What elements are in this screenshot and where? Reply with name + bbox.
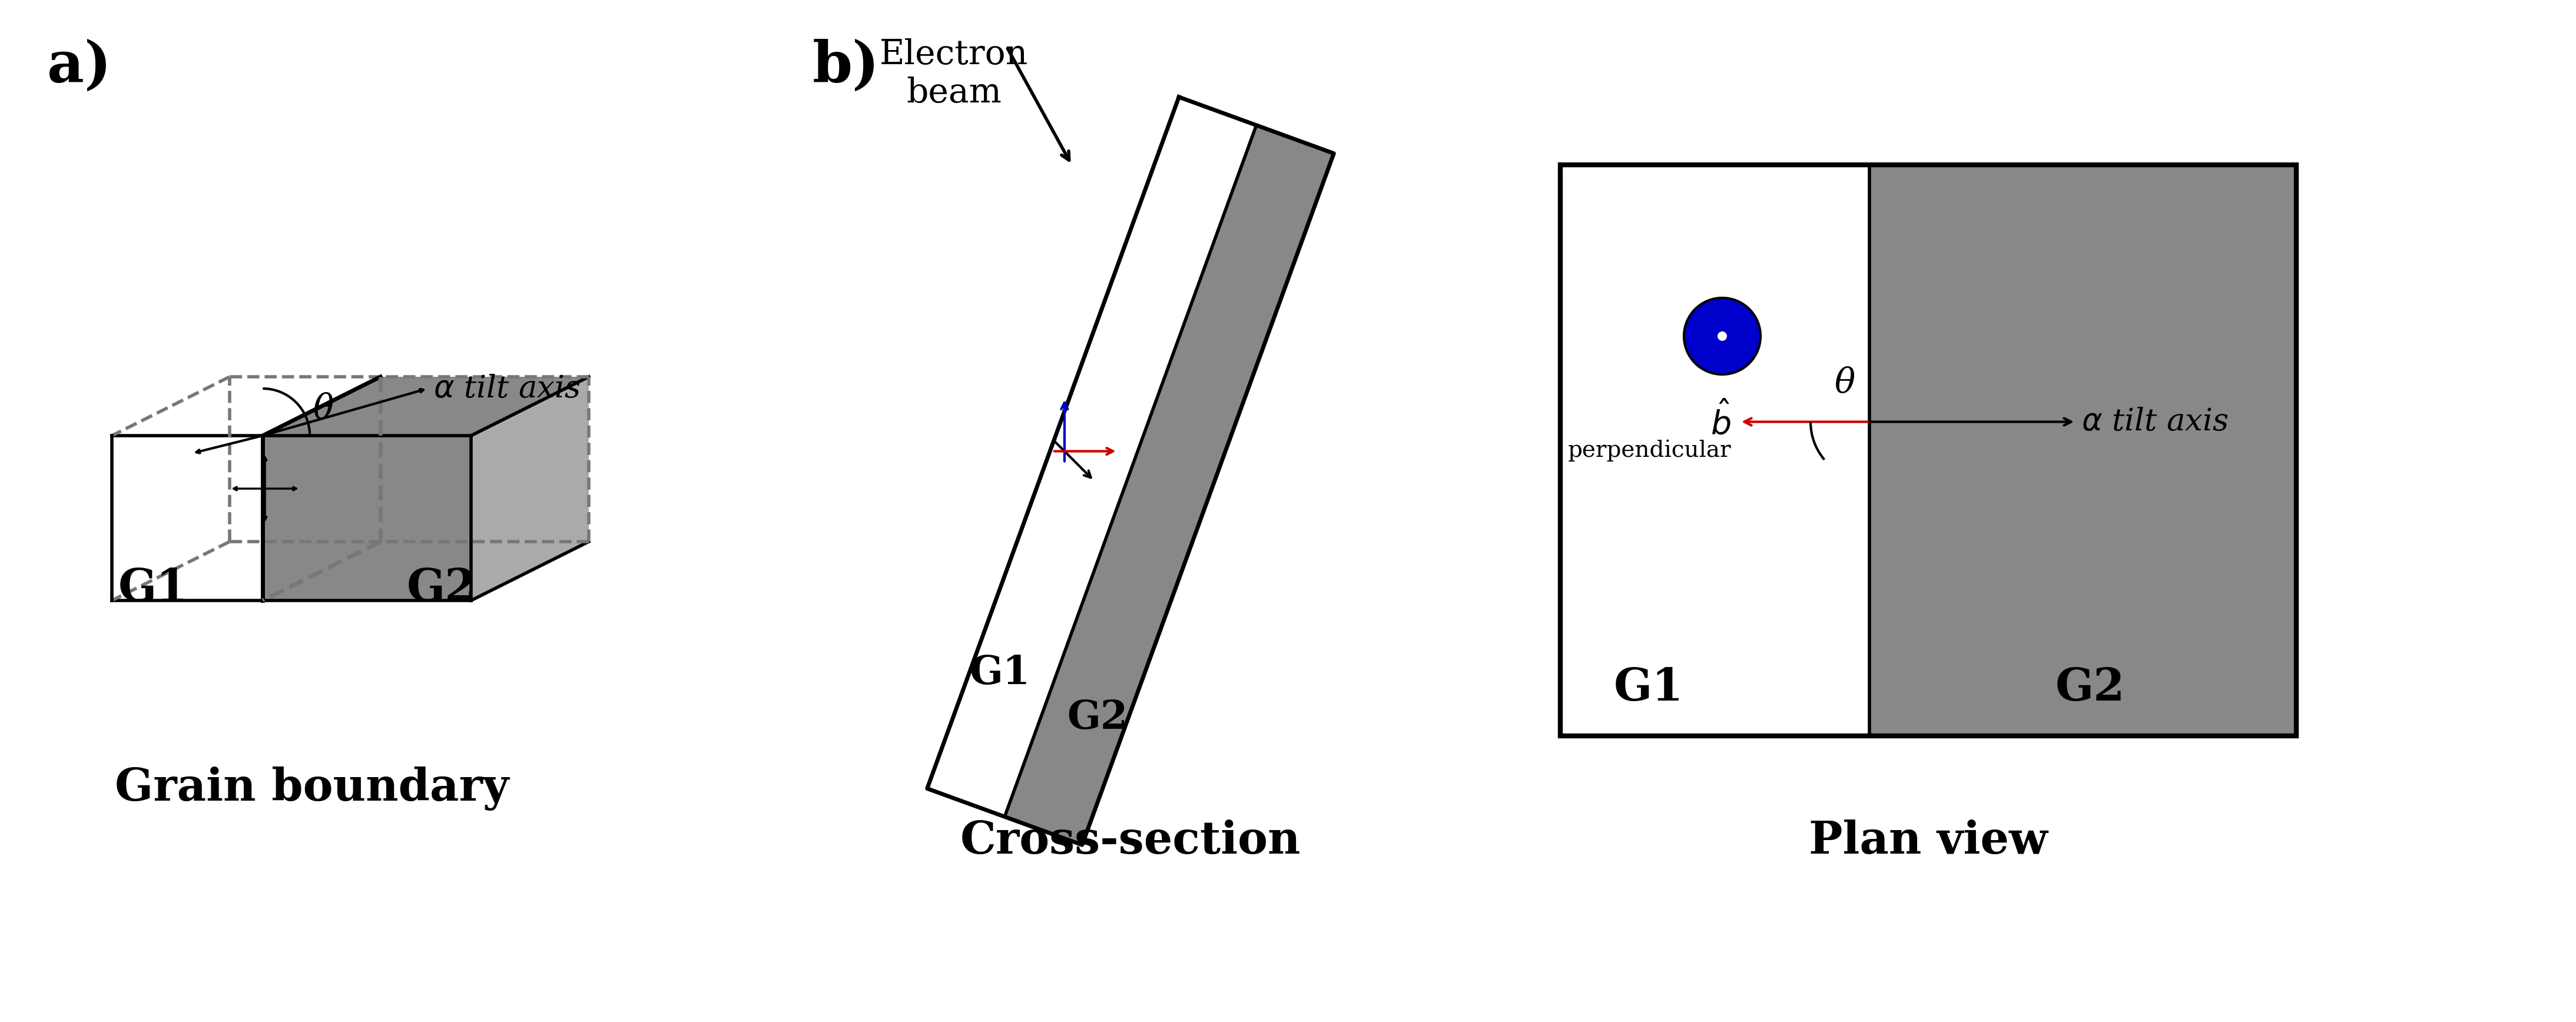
Text: a): a) xyxy=(46,39,111,94)
Text: Grain boundary: Grain boundary xyxy=(116,766,510,810)
Text: G2: G2 xyxy=(1066,699,1128,737)
Text: G1: G1 xyxy=(118,567,188,610)
Text: θ: θ xyxy=(312,392,332,425)
Text: G1: G1 xyxy=(1613,666,1685,710)
Polygon shape xyxy=(927,97,1257,817)
Text: Cross-section: Cross-section xyxy=(961,820,1301,863)
Circle shape xyxy=(1718,331,1726,341)
Text: G2: G2 xyxy=(2056,666,2125,710)
Text: perpendicular: perpendicular xyxy=(1569,439,1731,462)
Polygon shape xyxy=(471,377,590,601)
Circle shape xyxy=(1685,297,1759,374)
Polygon shape xyxy=(1561,165,1870,736)
Polygon shape xyxy=(263,435,471,601)
Polygon shape xyxy=(111,435,263,601)
Polygon shape xyxy=(263,377,590,435)
Polygon shape xyxy=(1005,126,1334,845)
Polygon shape xyxy=(111,377,381,435)
Polygon shape xyxy=(1870,165,2295,736)
Text: $\hat{b}$: $\hat{b}$ xyxy=(1710,403,1731,442)
Text: $\alpha$ tilt axis: $\alpha$ tilt axis xyxy=(433,373,580,404)
Text: Electron
beam: Electron beam xyxy=(878,38,1028,109)
Text: Plan view: Plan view xyxy=(1808,820,2048,863)
Text: b): b) xyxy=(811,39,881,94)
Text: $\alpha$ tilt axis: $\alpha$ tilt axis xyxy=(2081,407,2228,436)
Text: G2: G2 xyxy=(407,567,477,610)
Text: θ: θ xyxy=(1834,367,1855,400)
Text: G1: G1 xyxy=(969,654,1030,693)
